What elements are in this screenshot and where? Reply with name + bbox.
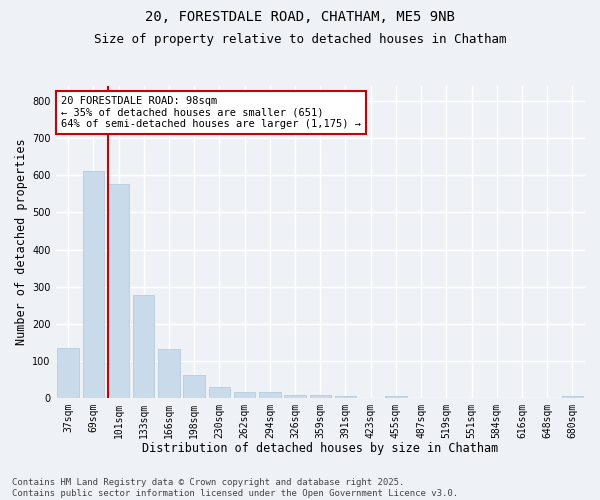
- Bar: [259, 392, 281, 398]
- Bar: [83, 172, 104, 398]
- Bar: [385, 396, 407, 398]
- Bar: [335, 396, 356, 398]
- Bar: [58, 348, 79, 398]
- Text: 20, FORESTDALE ROAD, CHATHAM, ME5 9NB: 20, FORESTDALE ROAD, CHATHAM, ME5 9NB: [145, 10, 455, 24]
- Bar: [284, 395, 306, 398]
- Bar: [209, 386, 230, 398]
- Bar: [158, 349, 180, 398]
- Y-axis label: Number of detached properties: Number of detached properties: [15, 139, 28, 346]
- Bar: [310, 395, 331, 398]
- Bar: [133, 294, 154, 398]
- X-axis label: Distribution of detached houses by size in Chatham: Distribution of detached houses by size …: [142, 442, 499, 455]
- Bar: [234, 392, 256, 398]
- Text: Contains HM Land Registry data © Crown copyright and database right 2025.
Contai: Contains HM Land Registry data © Crown c…: [12, 478, 458, 498]
- Text: Size of property relative to detached houses in Chatham: Size of property relative to detached ho…: [94, 32, 506, 46]
- Text: 20 FORESTDALE ROAD: 98sqm
← 35% of detached houses are smaller (651)
64% of semi: 20 FORESTDALE ROAD: 98sqm ← 35% of detac…: [61, 96, 361, 129]
- Bar: [184, 375, 205, 398]
- Bar: [562, 396, 583, 398]
- Bar: [108, 184, 129, 398]
